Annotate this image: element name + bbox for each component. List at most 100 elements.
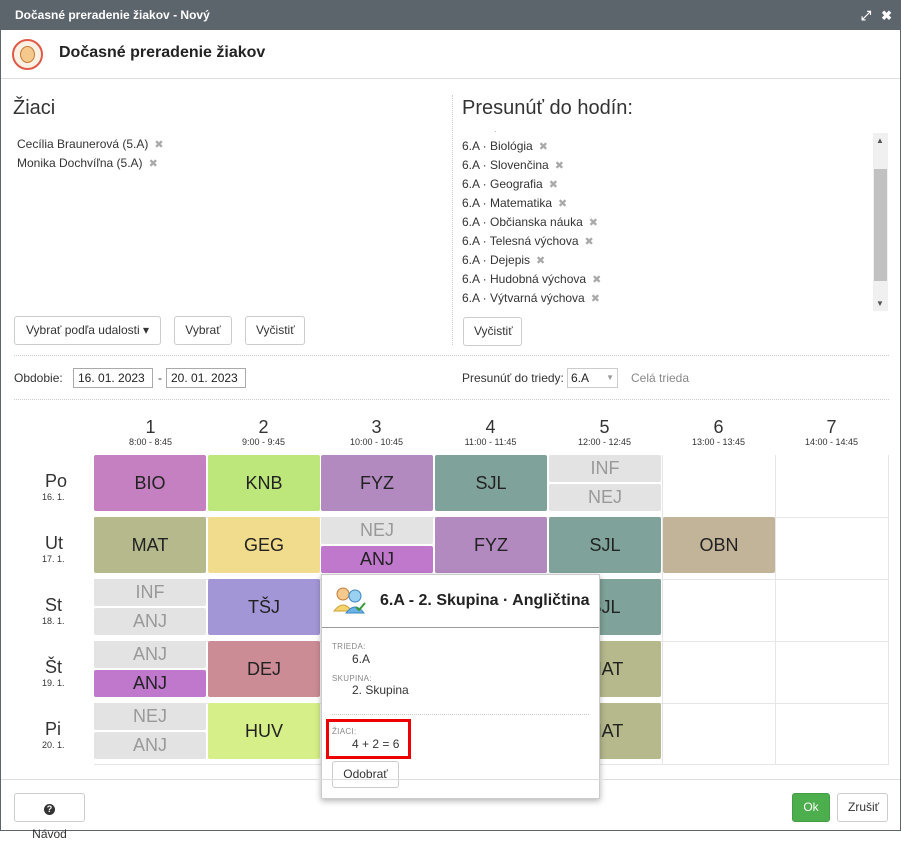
help-button[interactable]: ? Návod bbox=[14, 793, 85, 841]
student-tag: Monika Dochvíľna (5.A) ✖ bbox=[17, 154, 164, 173]
lesson-cell[interactable]: OBN bbox=[663, 517, 775, 573]
period-header-3: 3 10:00 - 10:45 bbox=[349, 417, 404, 447]
students-list: Cecília Braunerová (5.A) ✖ Monika Dochvíľ… bbox=[17, 135, 164, 173]
lesson-cell[interactable]: ANJ bbox=[94, 670, 206, 697]
lesson-popup: 6.A - 2. Skupina · Angličtina TRIEDA: 6.… bbox=[321, 574, 600, 799]
period-header-6: 6 13:00 - 13:45 bbox=[691, 417, 746, 447]
lesson-tag: 6.A · Dejepis ✖ bbox=[462, 253, 546, 267]
remove-icon[interactable]: ✖ bbox=[590, 293, 600, 305]
date-separator: - bbox=[158, 371, 162, 385]
lesson-cell[interactable]: FYZ bbox=[435, 517, 547, 573]
period-header-7: 7 14:00 - 14:45 bbox=[804, 417, 859, 447]
group-icon bbox=[332, 587, 366, 614]
select-by-event-button[interactable]: Vybrať podľa udalosti ▾ bbox=[14, 316, 161, 345]
dialog-heading: Dočasné preradenie žiakov bbox=[59, 44, 266, 61]
whole-class-link[interactable]: Celá trieda bbox=[631, 371, 690, 385]
day-header-pi: Pi 20. 1. bbox=[42, 719, 65, 750]
period-header-4: 4 11:00 - 11:45 bbox=[464, 417, 517, 447]
period-header-5: 5 12:00 - 12:45 bbox=[577, 417, 632, 447]
class-value: 6.A bbox=[352, 652, 371, 666]
clear-lessons-button[interactable]: Vyčistiť bbox=[463, 317, 522, 346]
clear-students-button[interactable]: Vyčistiť bbox=[245, 316, 305, 345]
group-label: SKUPINA: bbox=[332, 674, 372, 683]
class-select[interactable]: 6.A ▼ bbox=[567, 368, 618, 388]
date-to-input[interactable]: 20. 01. 2023 bbox=[166, 368, 246, 388]
divider bbox=[14, 355, 889, 356]
period-header-1: 1 8:00 - 8:45 bbox=[128, 417, 173, 447]
remove-icon[interactable]: ✖ bbox=[148, 158, 158, 170]
scroll-thumb[interactable] bbox=[874, 169, 887, 281]
lesson-cell[interactable]: ANJ bbox=[94, 641, 206, 668]
lesson-cell[interactable]: GEG bbox=[208, 517, 320, 573]
question-icon: ? bbox=[44, 804, 55, 815]
lesson-cell[interactable]: DEJ bbox=[208, 641, 320, 697]
lessons-list: 6.A · Biológia ✖ 6.A · Slovenčina ✖ 6.A · … bbox=[462, 137, 601, 308]
remove-icon[interactable]: ✖ bbox=[588, 217, 598, 229]
dialog-header: Dočasné preradenie žiakov bbox=[1, 30, 900, 79]
lesson-cell[interactable]: FYZ bbox=[321, 455, 433, 511]
date-from-input[interactable]: 16. 01. 2023 bbox=[73, 368, 153, 388]
class-label: TRIEDA: bbox=[332, 642, 366, 651]
close-icon[interactable]: ✖ bbox=[881, 8, 892, 23]
students-count-label: ŽIACI: bbox=[332, 727, 357, 736]
lesson-cell[interactable]: INF bbox=[94, 579, 206, 606]
move-title: Presunúť do hodín: bbox=[462, 97, 633, 119]
remove-button[interactable]: Odobrať bbox=[332, 761, 399, 788]
window-title: Dočasné preradenie žiakov - Nový bbox=[15, 8, 210, 22]
lesson-tag: 6.A · Výtvarná výchova ✖ bbox=[462, 291, 600, 305]
remove-icon[interactable]: ✖ bbox=[554, 160, 564, 172]
scroll-down-icon[interactable]: ▼ bbox=[876, 299, 884, 308]
divider bbox=[14, 399, 889, 400]
students-title: Žiaci bbox=[13, 97, 56, 119]
footer-divider bbox=[1, 779, 900, 780]
remove-icon[interactable]: ✖ bbox=[538, 141, 548, 153]
select-button[interactable]: Vybrať bbox=[174, 316, 232, 345]
lesson-cell[interactable]: INF bbox=[549, 455, 661, 482]
lesson-cell[interactable]: NEJ bbox=[321, 517, 433, 544]
lesson-tag: 6.A · Občianska náuka ✖ bbox=[462, 215, 598, 229]
lesson-tag: 6.A · Geografia ✖ bbox=[462, 177, 558, 191]
class-move-label: Presunúť do triedy: bbox=[462, 371, 564, 385]
chevron-down-icon: ▼ bbox=[606, 373, 614, 382]
remove-icon[interactable]: ✖ bbox=[536, 255, 546, 267]
remove-icon[interactable]: ✖ bbox=[584, 236, 594, 248]
student-avatar-icon bbox=[12, 39, 43, 70]
day-header-po: Po 16. 1. bbox=[42, 471, 68, 502]
lessons-scrollbar[interactable]: ▲ ▼ bbox=[873, 133, 888, 311]
cancel-button[interactable]: Zrušiť bbox=[837, 793, 888, 822]
lesson-cell[interactable]: SJL bbox=[549, 517, 661, 573]
lesson-cell[interactable]: ANJ bbox=[94, 608, 206, 635]
lesson-cell[interactable]: NEJ bbox=[94, 703, 206, 730]
lesson-tag: 6.A · Telesná výchova ✖ bbox=[462, 234, 594, 248]
maximize-icon[interactable]: ⤢ bbox=[860, 8, 872, 23]
title-bar: Dočasné preradenie žiakov - Nový ⤢ ✖ bbox=[1, 1, 900, 30]
remove-icon[interactable]: ✖ bbox=[558, 198, 568, 210]
day-header-sv: Št 19. 1. bbox=[42, 657, 65, 688]
lesson-tag: 6.A · Hudobná výchova ✖ bbox=[462, 272, 602, 286]
lesson-cell[interactable]: BIO bbox=[94, 455, 206, 511]
student-name: Monika Dochvíľna (5.A) bbox=[17, 156, 143, 170]
remove-icon[interactable]: ✖ bbox=[592, 274, 602, 286]
student-tag: Cecília Braunerová (5.A) ✖ bbox=[17, 135, 164, 154]
lesson-tag: 6.A · Biológia ✖ bbox=[462, 139, 548, 153]
popup-title: 6.A - 2. Skupina · Angličtina bbox=[380, 592, 590, 609]
lesson-cell[interactable]: KNB bbox=[208, 455, 320, 511]
lesson-cell[interactable]: SJL bbox=[435, 455, 547, 511]
lesson-cell[interactable]: ANJ bbox=[321, 546, 433, 573]
remove-icon[interactable]: ✖ bbox=[154, 139, 164, 151]
lesson-cell[interactable]: ANJ bbox=[94, 732, 206, 759]
lesson-cell[interactable]: MAT bbox=[94, 517, 206, 573]
period-header-2: 2 9:00 - 9:45 bbox=[241, 417, 286, 447]
lesson-cell[interactable]: HUV bbox=[208, 703, 320, 759]
period-label: Obdobie: bbox=[14, 371, 63, 385]
highlight-box bbox=[326, 719, 411, 759]
scroll-up-icon[interactable]: ▲ bbox=[876, 136, 884, 145]
remove-icon[interactable]: ✖ bbox=[548, 179, 558, 191]
ok-button[interactable]: Ok bbox=[792, 793, 830, 822]
lesson-cell[interactable]: NEJ bbox=[549, 484, 661, 511]
day-header-st: St 18. 1. bbox=[42, 595, 65, 626]
students-count-value: 4 + 2 = 6 bbox=[352, 737, 400, 751]
lesson-tag: 6.A · Slovenčina ✖ bbox=[462, 158, 564, 172]
lesson-cell[interactable]: TŠJ bbox=[208, 579, 320, 635]
